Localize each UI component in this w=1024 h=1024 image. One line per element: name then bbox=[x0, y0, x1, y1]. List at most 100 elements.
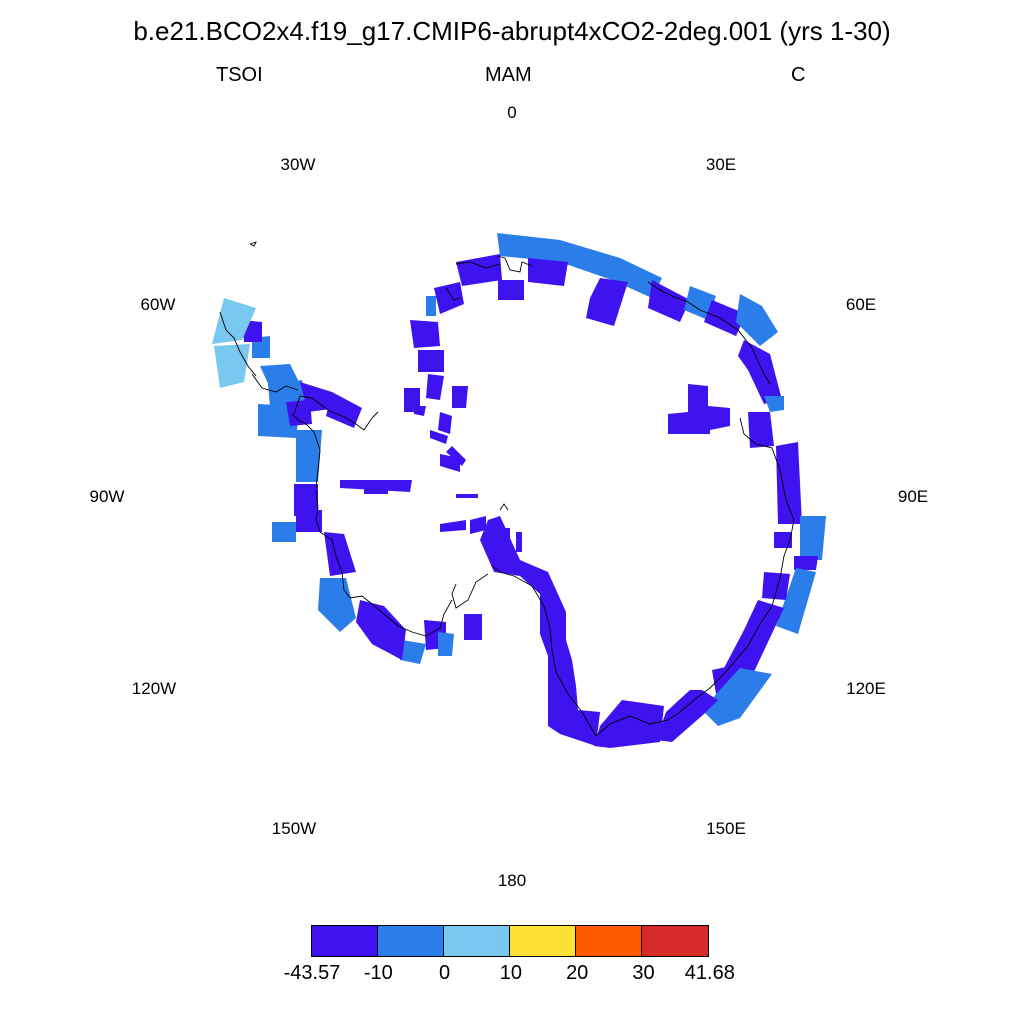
colorbar-label-4: 20 bbox=[566, 962, 589, 984]
coastline-segment-2 bbox=[491, 417, 795, 737]
land-cell-1 bbox=[456, 254, 502, 286]
lon-label-30e: 30E bbox=[705, 155, 737, 174]
land-cell-58 bbox=[430, 430, 448, 444]
lon-label-180: 180 bbox=[497, 871, 527, 890]
land-cell-57 bbox=[438, 412, 452, 434]
colorbar-swatch-5 bbox=[642, 926, 708, 956]
land-cell-36 bbox=[272, 522, 296, 542]
land-cell-52 bbox=[418, 350, 444, 372]
land-cell-14 bbox=[800, 516, 826, 560]
land-cell-4 bbox=[586, 278, 628, 326]
land-cell-8 bbox=[736, 294, 778, 346]
land-cell-33 bbox=[318, 578, 356, 632]
land-cell-44 bbox=[260, 364, 300, 388]
land-cell-19 bbox=[724, 600, 784, 676]
land-cell-21 bbox=[704, 668, 772, 726]
land-cell-38 bbox=[296, 430, 322, 482]
land-cell-28 bbox=[464, 614, 482, 640]
map-cells bbox=[212, 233, 826, 748]
land-cell-26 bbox=[504, 528, 510, 552]
coastline-segment-4 bbox=[315, 489, 453, 637]
coastline-segment-10 bbox=[455, 261, 501, 269]
coastline-segment-3 bbox=[451, 573, 489, 609]
land-cell-13 bbox=[776, 442, 802, 524]
land-cell-60 bbox=[446, 446, 466, 466]
land-cell-5 bbox=[648, 280, 690, 322]
land-cell-47 bbox=[212, 298, 256, 344]
land-cell-32 bbox=[356, 600, 406, 660]
land-cell-12 bbox=[748, 412, 774, 448]
land-cell-31 bbox=[400, 640, 426, 664]
lon-label-90e: 90E bbox=[897, 487, 929, 506]
lon-label-150e: 150E bbox=[706, 819, 746, 838]
lon-label-90w: 90W bbox=[89, 487, 125, 506]
land-cell-18 bbox=[762, 572, 790, 600]
land-cell-23 bbox=[594, 700, 664, 748]
colorbar-swatch-1 bbox=[378, 926, 444, 956]
coastline-segment-1 bbox=[647, 281, 771, 385]
land-cell-48 bbox=[214, 344, 250, 388]
lon-label-150w: 150W bbox=[271, 819, 317, 838]
colorbar-swatch-4 bbox=[576, 926, 642, 956]
coastline-segment-7 bbox=[251, 373, 299, 393]
land-cell-50 bbox=[434, 282, 464, 314]
lon-label-60w: 60W bbox=[140, 295, 176, 314]
colorbar-label-0: -43.57 bbox=[283, 962, 341, 984]
coastline-segment-12 bbox=[499, 503, 509, 511]
colorbar-label-1: -10 bbox=[363, 962, 393, 984]
land-cell-30 bbox=[438, 632, 454, 656]
lon-label-120e: 120E bbox=[846, 679, 886, 698]
plot-title: b.e21.BCO2x4.f19_g17.CMIP6-abrupt4xCO2-2… bbox=[133, 16, 891, 46]
land-cell-10 bbox=[764, 396, 784, 412]
colorbar bbox=[311, 925, 709, 957]
land-cell-17 bbox=[776, 568, 816, 634]
lon-label-120w: 120W bbox=[131, 679, 177, 698]
land-cell-7 bbox=[704, 300, 746, 336]
variable-label: TSOI bbox=[216, 64, 263, 86]
land-cell-64 bbox=[440, 520, 466, 532]
land-cell-22 bbox=[656, 690, 718, 742]
season-label: MAM bbox=[485, 64, 532, 86]
land-cell-43 bbox=[286, 400, 312, 426]
units-label: C bbox=[791, 64, 806, 86]
coastline-segment-5 bbox=[291, 413, 321, 489]
coastline bbox=[219, 241, 795, 737]
lon-label-60e: 60E bbox=[845, 295, 877, 314]
land-cell-56 bbox=[414, 406, 426, 416]
lon-label-30w: 30W bbox=[280, 155, 316, 174]
colorbar-label-5: 30 bbox=[632, 962, 655, 984]
coastline-segment-8 bbox=[219, 311, 257, 377]
colorbar-swatch-2 bbox=[444, 926, 510, 956]
coastline-segment-0 bbox=[496, 255, 533, 273]
land-cell-54 bbox=[452, 386, 468, 408]
lon-label-0: 0 bbox=[507, 103, 517, 122]
colorbar-label-2: 0 bbox=[439, 962, 451, 984]
coastline-segment-11 bbox=[445, 287, 461, 301]
land-cell-62 bbox=[364, 486, 388, 494]
land-cell-2 bbox=[528, 258, 568, 286]
land-cell-37 bbox=[294, 484, 318, 516]
land-cell-53 bbox=[426, 374, 444, 400]
land-cell-25 bbox=[480, 516, 576, 690]
land-cell-27 bbox=[516, 532, 522, 552]
land-cell-63 bbox=[456, 494, 478, 498]
land-cell-24 bbox=[548, 686, 600, 746]
land-cell-42 bbox=[326, 392, 362, 428]
land-cell-34 bbox=[324, 532, 356, 576]
land-cell-15 bbox=[774, 532, 792, 548]
land-cell-65 bbox=[470, 516, 486, 534]
coastline-segment-6 bbox=[293, 395, 379, 431]
land-cell-49 bbox=[426, 296, 436, 316]
land-cell-51 bbox=[410, 320, 440, 348]
land-cell-9 bbox=[738, 340, 782, 404]
land-cell-3 bbox=[498, 280, 524, 300]
colorbar-swatch-0 bbox=[312, 926, 378, 956]
colorbar-swatch-3 bbox=[510, 926, 576, 956]
colorbar-label-3: 10 bbox=[499, 962, 523, 984]
land-cell-11 bbox=[668, 384, 730, 434]
colorbar-label-6: 41.68 bbox=[684, 962, 735, 984]
land-cell-16 bbox=[794, 556, 818, 570]
coastline-segment-9 bbox=[249, 241, 257, 247]
